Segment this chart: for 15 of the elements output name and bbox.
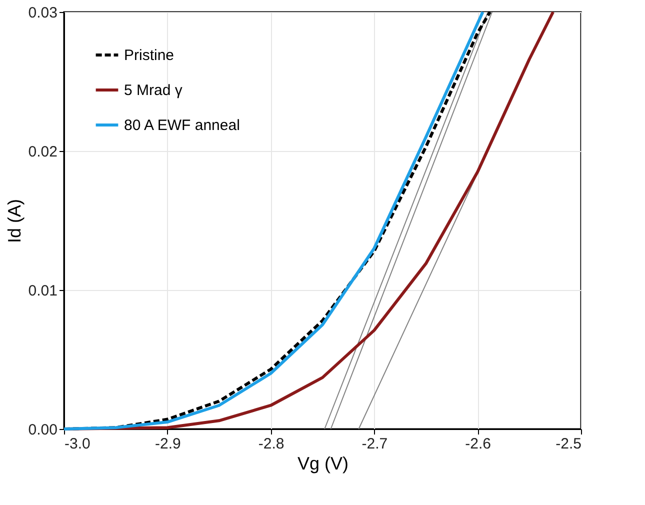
x-tick-label: -2.7: [362, 436, 388, 452]
y-tick-label: 0.02: [28, 144, 58, 160]
x-tick-label: -2.6: [465, 436, 492, 452]
x-tick-label: -3.0: [64, 436, 90, 452]
y-axis-title: Id (A): [4, 198, 24, 244]
x-tick-label: -2.9: [154, 436, 181, 452]
legend-label: 5 Mrad γ: [124, 82, 183, 99]
legend-label: Pristine: [124, 47, 174, 64]
legend-label: 80 A EWF anneal: [124, 117, 240, 134]
x-axis-title: Vg (V): [297, 454, 349, 474]
x-tick-label: -2.8: [258, 436, 284, 452]
y-tick-label: 0.03: [28, 4, 58, 22]
x-tick-label: -2.5: [556, 436, 582, 452]
y-tick-label: 0.01: [28, 282, 58, 300]
y-tick-label: 0.00: [28, 422, 58, 438]
